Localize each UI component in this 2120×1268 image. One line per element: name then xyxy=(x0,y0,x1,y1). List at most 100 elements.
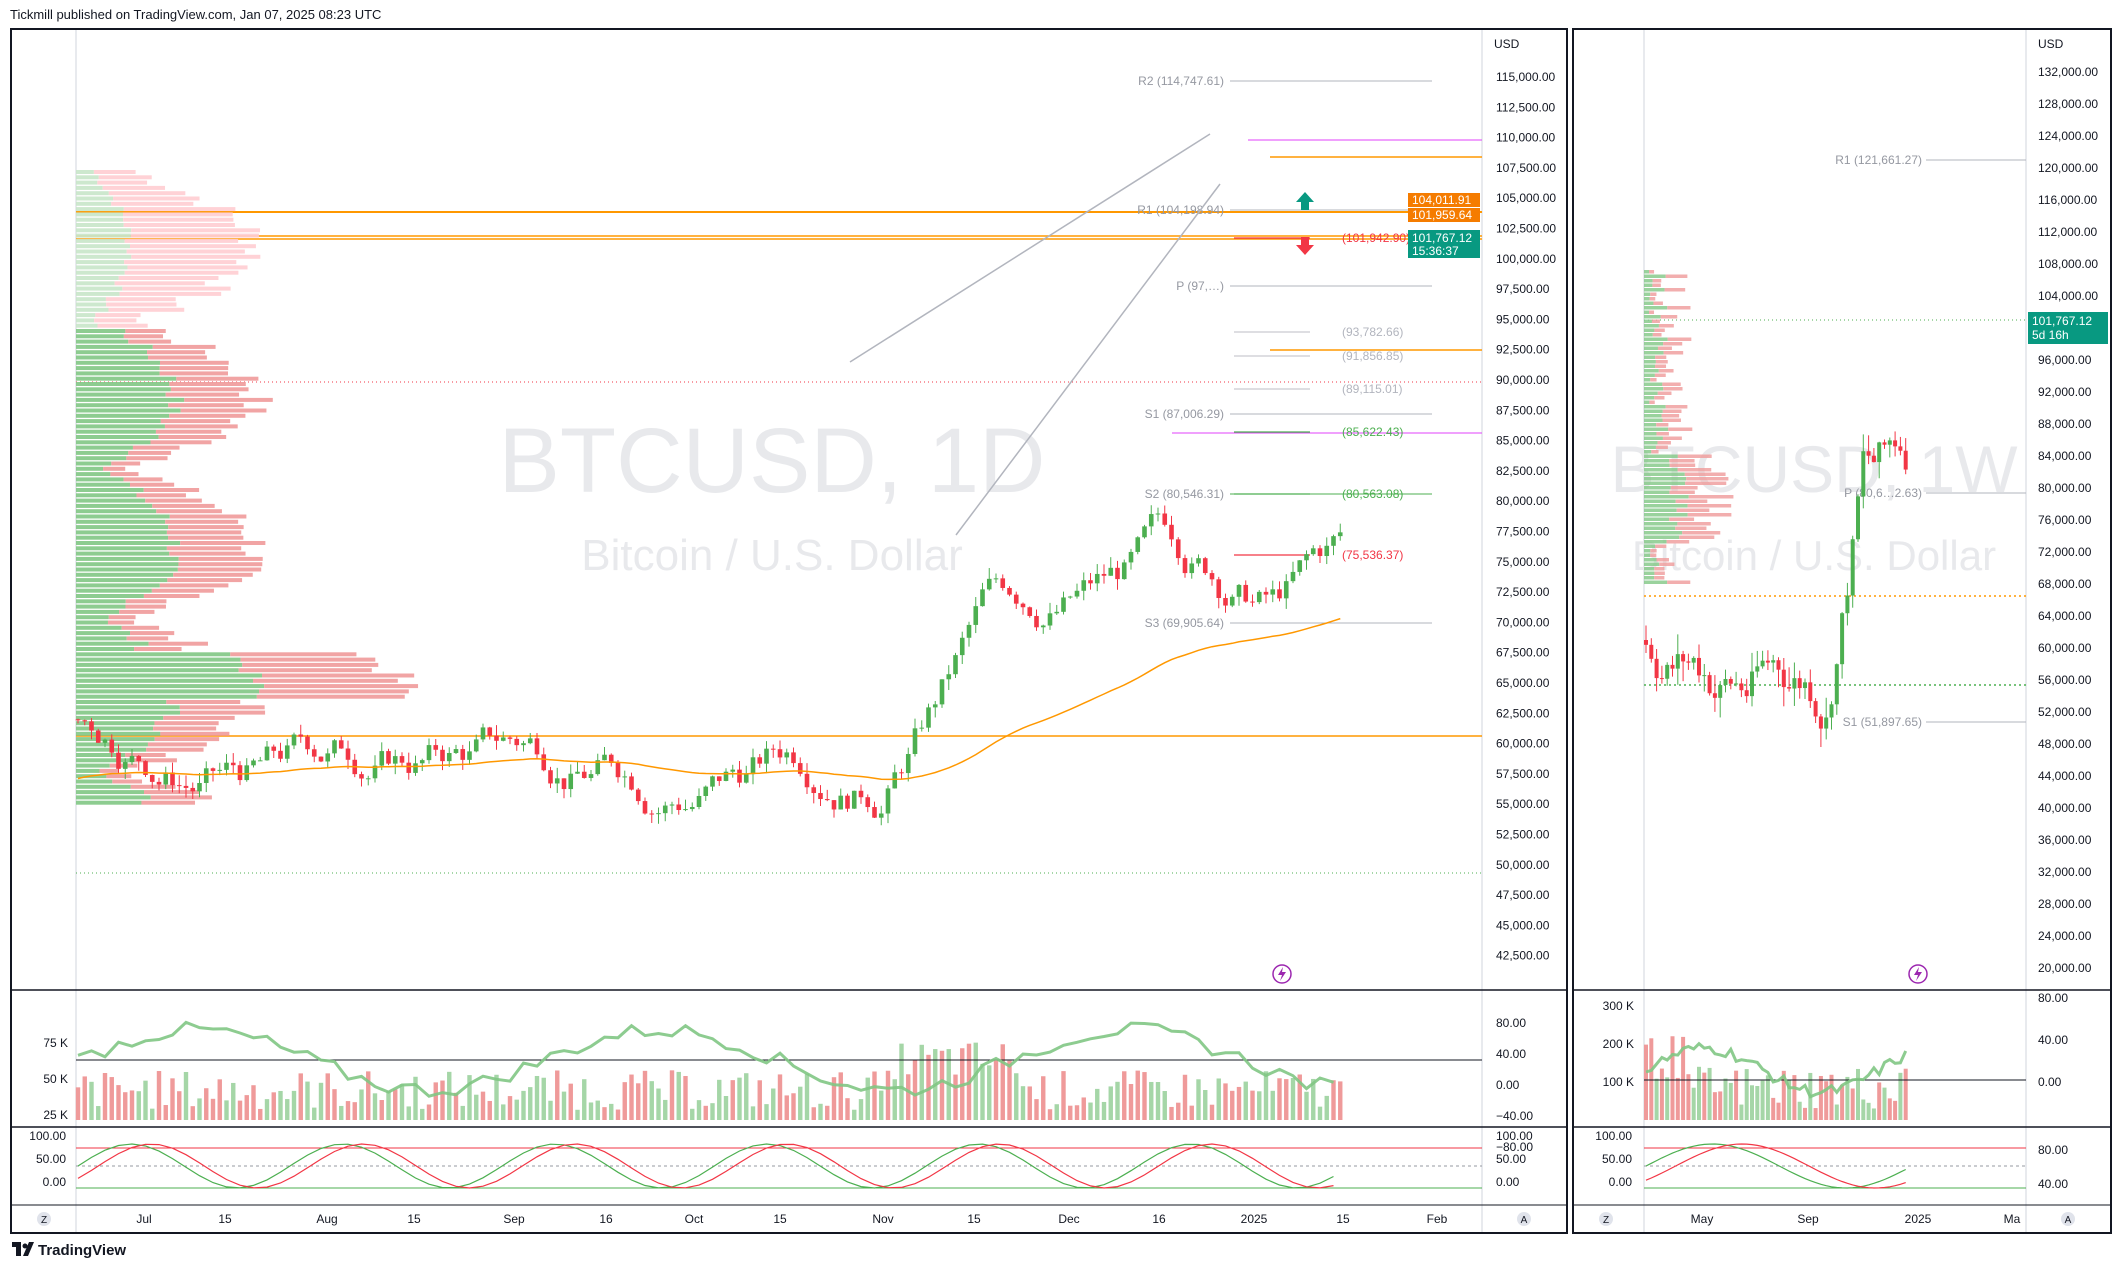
candle-body xyxy=(170,772,175,786)
volume-profile-buy xyxy=(76,180,98,185)
daily-chart-panel[interactable]: BTCUSD, 1D Bitcoin / U.S. Dollar 115,000… xyxy=(10,28,1568,1234)
candle-body xyxy=(386,751,391,764)
volume-profile-sell xyxy=(256,694,405,699)
volume-bar xyxy=(710,1103,715,1120)
volume-profile-sell xyxy=(130,233,259,238)
volume-bar xyxy=(1792,1075,1797,1120)
volume-bar xyxy=(1845,1076,1850,1120)
axis-zoom-button[interactable] xyxy=(37,1212,51,1226)
volume-profile-buy xyxy=(76,572,174,577)
volume-bar xyxy=(393,1089,398,1120)
tradingview-logo[interactable]: TradingView xyxy=(12,1242,126,1259)
price-axis-tick: 104,000.00 xyxy=(2038,289,2098,303)
candle-body xyxy=(1697,657,1701,676)
candle-body xyxy=(919,727,925,729)
volume-profile-sell xyxy=(1677,522,1711,526)
volume-bar xyxy=(588,1102,594,1120)
volume-bar xyxy=(1893,1100,1898,1120)
candle-body xyxy=(1781,669,1786,688)
candle-body xyxy=(838,795,844,810)
candle-body xyxy=(1223,597,1228,606)
candle-body xyxy=(163,772,169,785)
volume-profile-buy xyxy=(76,307,109,312)
volume-profile-sell xyxy=(123,207,236,212)
weekly-chart-canvas[interactable]: BTCUSD, 1W Bitcoin / U.S. Dollar 132,000… xyxy=(1574,30,2110,1232)
volume-profile-sell xyxy=(130,784,176,789)
axis-auto-button[interactable] xyxy=(1517,1212,1531,1226)
candle-body xyxy=(635,789,641,802)
volume-bar xyxy=(285,1099,290,1120)
volume-profile-buy xyxy=(76,445,133,450)
candle-body xyxy=(1856,496,1860,540)
publish-info: Tickmill published on TradingView.com, J… xyxy=(10,7,382,22)
time-axis-tick: 15 xyxy=(218,1212,232,1226)
candle-body xyxy=(811,787,817,794)
volume-profile-buy xyxy=(1644,423,1657,427)
volume-profile-sell xyxy=(129,482,175,487)
volume-profile-sell xyxy=(1652,283,1661,287)
volume-bar xyxy=(109,1077,114,1120)
volume-bar xyxy=(1176,1102,1181,1120)
volume-profile-sell xyxy=(122,286,231,291)
volume-bar xyxy=(1787,1080,1792,1120)
weekly-chart-panel[interactable]: BTCUSD, 1W Bitcoin / U.S. Dollar 132,000… xyxy=(1572,28,2112,1234)
volume-profile-sell xyxy=(1687,513,1732,517)
volume-profile-buy xyxy=(76,488,144,492)
stoch-d-line xyxy=(1645,1143,1906,1189)
axis-auto-button[interactable] xyxy=(2061,1212,2075,1226)
volume-bar xyxy=(1297,1074,1302,1120)
volume-profile-sell xyxy=(1676,508,1710,512)
candle-body xyxy=(750,757,756,775)
volume-profile-sell xyxy=(1655,544,1667,548)
volume-profile-sell xyxy=(125,329,166,333)
pivot-label: R2 (114,747.61) xyxy=(1138,74,1224,88)
pivot-label: S2 (80,546.31) xyxy=(1145,487,1224,501)
price-axis-tick: 112,000.00 xyxy=(2038,225,2097,239)
volume-bar xyxy=(1765,1075,1770,1120)
buy-arrow-icon xyxy=(1296,192,1314,210)
volume-bar xyxy=(447,1071,452,1120)
stoch-d-line xyxy=(77,1143,1334,1189)
volume-bar xyxy=(1797,1101,1802,1120)
volume-profile-sell xyxy=(1655,364,1667,368)
volume-bar xyxy=(1856,1068,1860,1120)
volume-profile-sell xyxy=(111,201,194,206)
volume-bar xyxy=(1744,1069,1749,1120)
volume-profile-buy xyxy=(1644,346,1658,350)
volume-profile-buy xyxy=(1644,378,1651,382)
volume-profile-sell xyxy=(178,562,263,567)
volume-profile-sell xyxy=(1664,288,1686,292)
volume-bar xyxy=(1257,1091,1262,1120)
daily-chart-canvas[interactable]: BTCUSD, 1D Bitcoin / U.S. Dollar 115,000… xyxy=(12,30,1566,1232)
candle-body xyxy=(413,763,418,773)
volume-profile-buy xyxy=(76,313,96,318)
volume-bar xyxy=(1665,1077,1670,1120)
volume-profile-buy xyxy=(1644,315,1661,319)
lightning-icon[interactable] xyxy=(1272,964,1292,984)
volume-profile-sell xyxy=(160,731,230,736)
volume-bar xyxy=(885,1070,891,1120)
pivot-label: P (80,6…2.63) xyxy=(1844,486,1922,500)
candle-body xyxy=(129,755,135,763)
candle-body xyxy=(1893,440,1898,447)
candle-body xyxy=(953,655,958,675)
volume-profile-sell xyxy=(170,387,249,392)
volume-bar xyxy=(912,1059,918,1120)
price-axis-tick: 100,000.00 xyxy=(1496,252,1556,266)
volume-bar xyxy=(629,1074,634,1120)
candle-body xyxy=(851,790,857,809)
volume-bar xyxy=(244,1095,249,1120)
moving-average-line xyxy=(77,617,1341,781)
volume-profile-buy xyxy=(1644,274,1666,278)
volume-bar xyxy=(1095,1088,1100,1120)
volume-profile-buy xyxy=(1644,436,1663,440)
volume-bar xyxy=(561,1091,567,1120)
volume-profile-buy xyxy=(76,689,260,694)
lightning-icon[interactable] xyxy=(1908,964,1928,984)
candle-body xyxy=(176,785,182,787)
axis-zoom-button[interactable] xyxy=(1599,1212,1613,1226)
volume-bar xyxy=(467,1075,472,1120)
volume-bar xyxy=(993,1059,999,1120)
volume-profile-sell xyxy=(158,435,227,439)
volume-profile-sell xyxy=(180,541,266,545)
